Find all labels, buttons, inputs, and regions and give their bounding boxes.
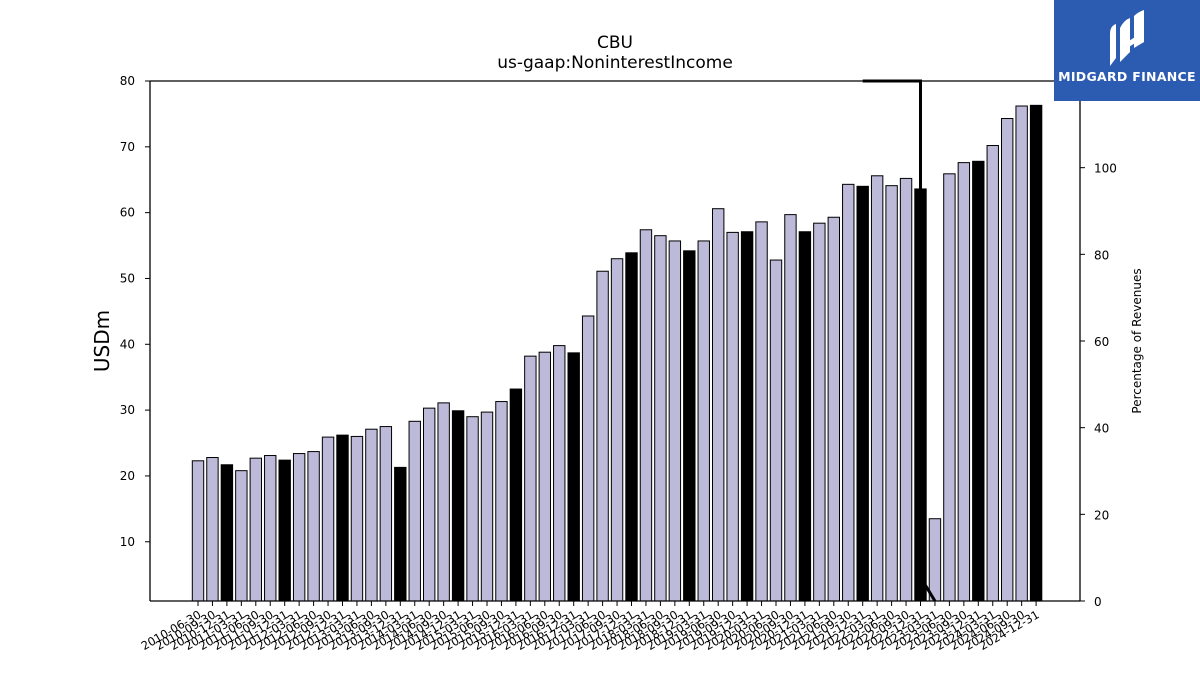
logo-mark-icon	[1110, 10, 1144, 66]
y-tick-label-right: 60	[1094, 335, 1109, 349]
bar	[957, 162, 971, 602]
bar	[553, 345, 566, 602]
bar	[249, 457, 263, 602]
chart-title: CBU	[597, 33, 633, 53]
bar	[1029, 104, 1043, 602]
bar	[524, 355, 537, 602]
bar	[668, 240, 682, 602]
y-tick-label-right: 20	[1094, 508, 1109, 522]
bar	[697, 240, 710, 602]
bar	[1015, 105, 1028, 602]
bar	[423, 407, 436, 602]
bar	[379, 426, 393, 602]
y-tick-label-right: 0	[1094, 595, 1102, 609]
bar	[350, 435, 364, 602]
y-tick-label-left: 40	[120, 337, 135, 351]
bar	[827, 216, 840, 602]
y-tick-label-left: 20	[120, 469, 135, 483]
chart-subtitle: us-gaap:NoninterestIncome	[497, 53, 733, 73]
bar	[885, 185, 898, 602]
bar	[856, 185, 869, 602]
bar	[683, 250, 696, 602]
bar-series	[191, 104, 1043, 602]
bar	[206, 457, 219, 602]
bar	[538, 351, 551, 602]
y-tick-label-left: 80	[120, 74, 135, 88]
bar	[943, 173, 956, 602]
tick-layer: 10203040506070800204060801002010-06-3020…	[120, 74, 1117, 653]
y-tick-label-left: 70	[120, 140, 135, 154]
y-axis-label-left: USDm	[90, 310, 114, 372]
bar	[480, 411, 494, 602]
logo-text: MIDGARD FINANCE	[1058, 69, 1196, 84]
bar	[394, 466, 407, 602]
bar	[495, 401, 508, 602]
bar	[986, 145, 999, 602]
bar	[813, 222, 826, 602]
y-axis-label-right: Percentage of Revenues	[1130, 268, 1144, 413]
bar	[466, 416, 479, 602]
bar	[509, 388, 523, 602]
bar	[899, 177, 913, 602]
bar	[321, 436, 335, 602]
bar	[842, 183, 855, 602]
bar	[726, 231, 739, 602]
bar	[755, 221, 768, 602]
bar	[235, 470, 248, 602]
brand-logo: MIDGARD FINANCE	[1054, 0, 1200, 101]
y-tick-label-right: 100	[1094, 162, 1117, 176]
bar	[451, 410, 465, 602]
bar	[292, 453, 306, 602]
bar	[784, 214, 797, 602]
bar	[639, 229, 653, 602]
bar	[191, 460, 205, 602]
y-tick-label-right: 80	[1094, 248, 1109, 262]
bar	[437, 402, 450, 602]
bar	[336, 434, 349, 602]
y-tick-label-left: 60	[120, 206, 135, 220]
bar	[307, 451, 320, 602]
bar	[740, 231, 754, 602]
bar	[798, 231, 812, 602]
bar	[581, 315, 595, 602]
y-tick-label-left: 50	[120, 271, 135, 285]
bar	[625, 252, 638, 602]
bar	[928, 518, 942, 602]
bar	[654, 235, 667, 602]
bar	[567, 352, 580, 602]
y-tick-label-right: 40	[1094, 422, 1109, 436]
bar	[712, 208, 725, 602]
bar	[1001, 118, 1014, 602]
bar	[264, 455, 277, 602]
bar	[972, 160, 985, 602]
bar	[220, 464, 234, 602]
bar	[365, 428, 378, 602]
y-tick-label-left: 10	[120, 535, 135, 549]
bar	[870, 175, 884, 602]
bar	[278, 459, 291, 602]
bar	[408, 420, 421, 602]
bar	[610, 258, 624, 602]
bar	[769, 259, 783, 602]
bar	[596, 270, 609, 602]
y-tick-label-left: 30	[120, 403, 135, 417]
